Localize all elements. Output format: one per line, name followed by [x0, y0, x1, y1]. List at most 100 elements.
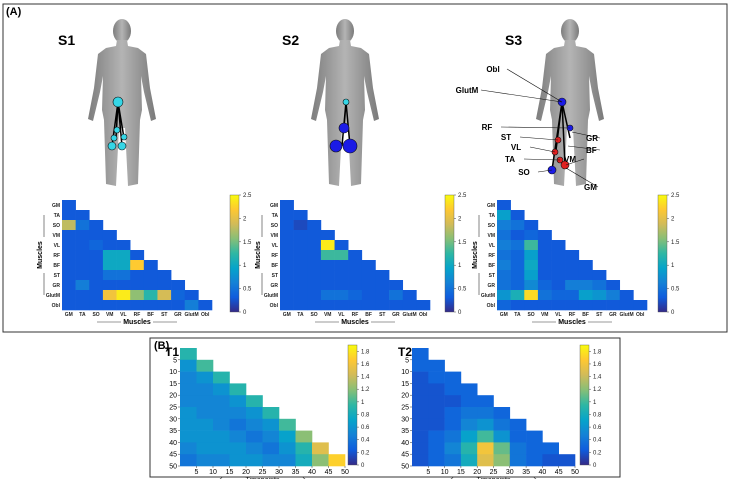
colorbar-tick-label: 0.6 — [361, 425, 370, 431]
heatmap-cell — [229, 442, 247, 455]
y-tick-label: GlutM — [264, 293, 278, 299]
heatmap-cell — [477, 395, 494, 408]
heatmap-cell — [361, 270, 376, 281]
x-tick-label: 35 — [292, 469, 300, 476]
heatmap-cell — [524, 270, 539, 281]
y-tick-label: 45 — [401, 452, 409, 459]
y-tick-label: 30 — [169, 416, 177, 423]
heatmap-cell — [510, 300, 525, 311]
heatmap-cell — [493, 454, 511, 467]
x-tick-label: VL — [120, 312, 126, 318]
heatmap-cell — [334, 290, 349, 301]
heatmap-cell — [116, 280, 131, 291]
heatmap-cell — [196, 454, 214, 467]
colorbar-tick-label: 0 — [458, 310, 462, 316]
heatmap-cell — [389, 290, 404, 301]
heatmap-cell — [493, 442, 511, 455]
heatmap-cell — [348, 300, 363, 311]
x-tick-label: TA — [297, 312, 304, 318]
heatmap-cell — [428, 383, 445, 396]
heatmap-cell — [510, 260, 525, 271]
heatmap-cell — [307, 230, 322, 241]
y-tick-label: 50 — [401, 464, 409, 471]
heatmap-cell — [328, 454, 346, 467]
x-tick-label: VL — [555, 312, 561, 318]
heatmap-cell — [171, 300, 186, 311]
x-tick-label: GlutM — [619, 312, 633, 318]
heatmap-cell — [428, 430, 445, 443]
y-axis-label: Muscles — [37, 241, 44, 269]
y-tick-label: TA — [54, 213, 61, 219]
y-axis-label: Muscles — [255, 241, 262, 269]
y-tick-label: 35 — [169, 428, 177, 435]
y-tick-label: 5 — [173, 357, 177, 364]
heatmap-cell — [293, 260, 308, 271]
heatmap-cell — [497, 220, 511, 231]
x-tick-label: Obl — [201, 312, 210, 318]
colorbar-tick-label: 1 — [361, 400, 365, 406]
heatmap-cell — [510, 230, 525, 241]
heatmap-cell — [102, 240, 117, 251]
heatmap-cell — [537, 260, 552, 271]
y-tick-label: VL — [54, 243, 60, 249]
x-tick-label: ST — [379, 312, 385, 318]
panel-a-frame — [2, 3, 728, 333]
heatmap-cell — [180, 454, 197, 467]
heatmap-cell — [348, 290, 363, 301]
heatmap-cell — [62, 280, 76, 291]
leader-line — [500, 126, 571, 129]
heatmap-cell — [180, 407, 197, 420]
leader-line — [567, 145, 601, 151]
heatmap-cell — [412, 454, 429, 467]
y-tick-label: 40 — [401, 440, 409, 447]
heatmap-cell — [62, 220, 76, 231]
x-tick-label: BF — [365, 312, 372, 318]
leader-line — [571, 131, 601, 139]
heatmap-cell — [280, 290, 294, 301]
heatmap-cell — [497, 250, 511, 261]
heatmap-cell — [565, 260, 580, 271]
x-tick-label: 25 — [490, 469, 498, 476]
muscle-label: BF — [586, 146, 597, 155]
heatmap-cell — [130, 250, 145, 261]
y-tick-label: 5 — [405, 357, 409, 364]
heatmap-cell — [565, 250, 580, 261]
heatmap-cell — [428, 407, 445, 420]
heatmap-cell — [551, 260, 566, 271]
panel-label: (A) — [6, 6, 22, 18]
y-tick-label: ST — [272, 273, 278, 279]
leader-line — [506, 68, 563, 103]
heatmap-cell — [551, 270, 566, 281]
x-tick-label: Obl — [636, 312, 645, 318]
y-tick-label: TA — [489, 213, 496, 219]
colorbar-tick-label: 2 — [243, 216, 247, 222]
muscle-label: TA — [505, 155, 515, 164]
x-tick-label: 15 — [226, 469, 234, 476]
heatmap-cell — [213, 418, 230, 431]
heatmap-cell — [75, 290, 90, 301]
heatmap-cell — [537, 270, 552, 281]
x-tick-label: 25 — [259, 469, 267, 476]
heatmap-cell — [460, 442, 478, 455]
heatmap-cell — [497, 270, 511, 281]
heatmap-cell — [497, 280, 511, 291]
heatmap-cell — [116, 300, 131, 311]
heatmap-cell — [307, 290, 322, 301]
heatmap-cell — [102, 260, 117, 271]
x-tick-label: BF — [582, 312, 589, 318]
heatmap-cell — [633, 300, 648, 311]
x-tick-label: 10 — [441, 469, 449, 476]
colorbar — [229, 194, 240, 313]
heatmap-cell — [180, 430, 197, 443]
heatmap-cell — [130, 270, 145, 281]
muscle-label: GR — [586, 134, 598, 143]
heatmap-cell — [312, 454, 329, 467]
heatmap-cell — [428, 418, 445, 431]
heatmap-cell — [180, 371, 197, 384]
colorbar-tick-label: 1 — [458, 263, 462, 269]
heatmap-cell — [524, 220, 539, 231]
y-tick-label: VM — [488, 233, 496, 239]
heatmap-cell — [477, 418, 494, 431]
heatmap-cell — [143, 290, 158, 301]
heatmap-cell — [89, 230, 104, 241]
